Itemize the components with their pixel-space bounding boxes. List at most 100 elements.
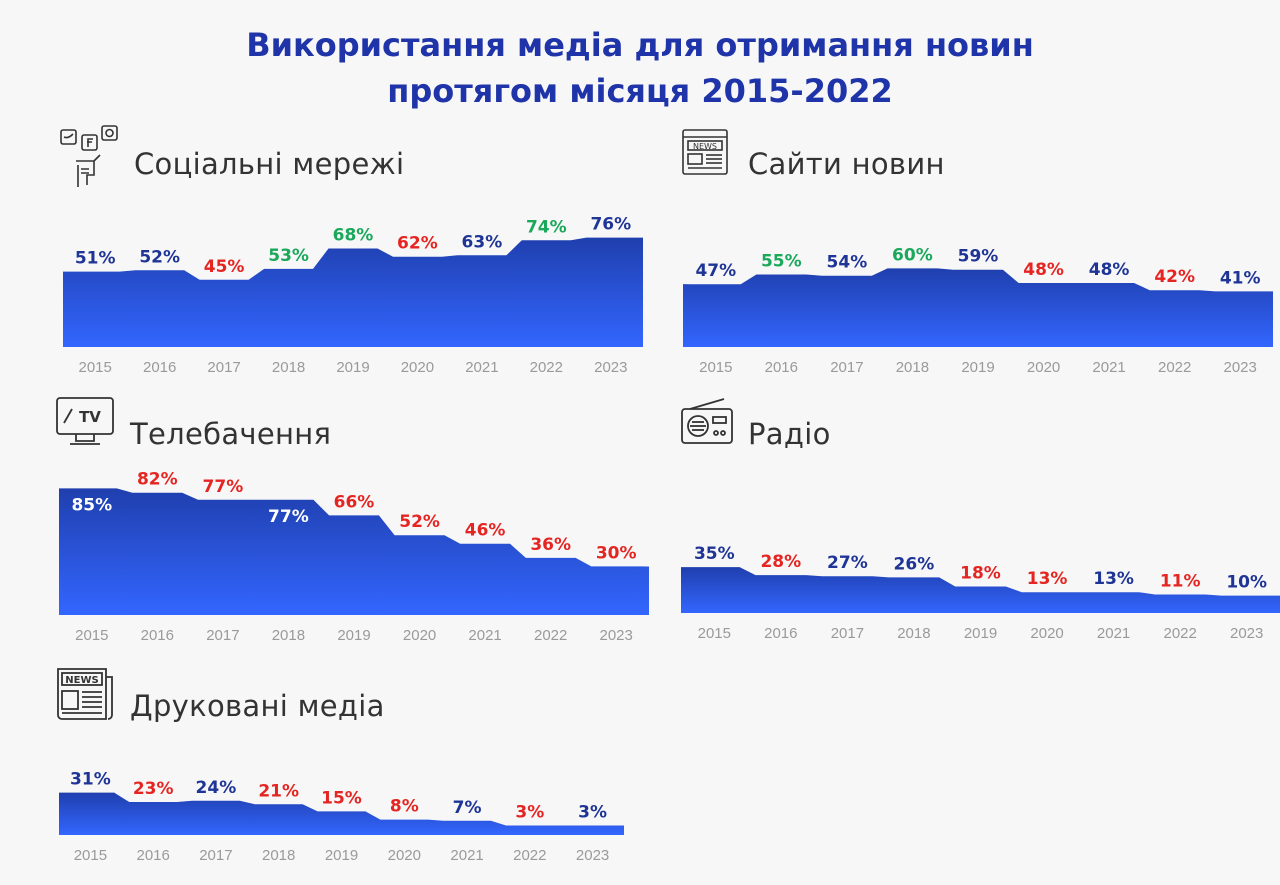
x-tick-label: 2015 [74,847,107,864]
data-label: 10% [1226,573,1267,593]
data-label: 45% [204,257,245,277]
data-label: 77% [268,507,309,527]
data-label: 52% [399,512,440,532]
x-tick-label: 2015 [699,359,732,376]
data-label: 21% [258,781,299,801]
x-tick-label: 2021 [450,847,483,864]
x-tick-label: 2018 [272,359,305,376]
x-tick-label: 2023 [1224,359,1257,376]
data-label: 55% [761,252,802,272]
social-media-icon [60,125,118,187]
x-tick-label: 2017 [199,847,232,864]
data-label: 59% [958,247,999,267]
tv-icon: TV [56,397,114,445]
panel-title: Соціальні мережі [134,147,405,181]
data-label: 47% [695,261,736,281]
data-label: 3% [515,803,544,823]
data-label: 85% [71,495,112,515]
data-label: 63% [462,232,503,252]
x-tick-label: 2019 [325,847,358,864]
data-label: 7% [453,798,482,818]
data-label: 24% [196,778,237,798]
data-label: 76% [590,215,631,235]
data-label: 54% [827,253,868,273]
data-label: 8% [390,797,419,817]
panel-title: Телебачення [130,417,332,451]
area-chart: 31% 23% 24% 21% 15% 8% 7% 3% 3% 2015 2016 2017 2018 2… [59,770,624,864]
data-label: 60% [892,245,933,265]
x-tick-label: 2023 [1230,625,1263,642]
x-tick-label: 2021 [1097,625,1130,642]
x-tick-label: 2021 [468,627,501,644]
x-tick-label: 2020 [1027,359,1060,376]
data-label: 13% [1093,569,1134,589]
x-tick-label: 2018 [262,847,295,864]
news-website-icon: NEWS [682,129,728,175]
data-label: 42% [1154,267,1195,287]
x-tick-label: 2019 [337,627,370,644]
x-tick-label: 2015 [698,625,731,642]
x-tick-label: 2020 [403,627,436,644]
panel-print-media: NEWS Друковані медіа 31% 23% 24% 21% 15% 8% 7%… [54,663,664,885]
data-label: 35% [694,544,735,564]
x-tick-label: 2022 [513,847,546,864]
x-tick-label: 2018 [272,627,305,644]
radio-icon [681,398,733,444]
data-label: 27% [827,553,868,573]
x-tick-label: 2016 [137,847,170,864]
x-tick-label: 2016 [143,359,176,376]
panel-social-media: Соціальні мережі 51% 52% 45% 53% 68% 62% 63% 74… [58,125,658,385]
area-chart: 51% 52% 45% 53% 68% 62% 63% 74% 76% 2015 2016 2017 2… [63,215,643,376]
page-title: Використання медіа для отримання новин п… [0,22,1280,114]
x-tick-label: 2023 [576,847,609,864]
x-tick-label: 2017 [206,627,239,644]
panel-radio: Радіо 35% 28% 27% 26% 18% 13% 13% 11% 10% 2015 201… [680,395,1280,655]
x-tick-label: 2020 [1030,625,1063,642]
area-series [59,488,649,615]
data-label: 28% [760,552,801,572]
x-tick-label: 2016 [141,627,174,644]
area-series [683,268,1273,347]
data-label: 11% [1160,572,1201,592]
x-tick-label: 2021 [1092,359,1125,376]
data-label: 26% [894,554,935,574]
data-label: 46% [465,521,506,541]
data-label: 18% [960,564,1001,584]
x-tick-label: 2020 [401,359,434,376]
data-label: 62% [397,234,438,254]
data-label: 52% [139,247,180,267]
svg-text:NEWS: NEWS [65,675,98,686]
area-chart: 47% 55% 54% 60% 59% 48% 48% 42% 41% 2015 2016 2017 2… [683,245,1273,376]
x-tick-label: 2019 [961,359,994,376]
x-tick-label: 2021 [465,359,498,376]
data-label: 13% [1027,569,1068,589]
area-series [63,237,643,347]
data-label: 53% [268,246,309,266]
data-label: 48% [1089,260,1130,280]
data-label: 77% [203,477,244,497]
svg-text:NEWS: NEWS [693,142,717,151]
data-label: 48% [1023,260,1064,280]
x-tick-label: 2018 [896,359,929,376]
data-label: 82% [137,470,178,490]
data-label: 36% [530,535,571,555]
data-label: 31% [70,770,111,790]
x-tick-label: 2016 [764,625,797,642]
data-label: 23% [133,779,174,799]
data-label: 51% [75,249,116,269]
area-series [681,567,1280,613]
panel-title: Сайти новин [748,147,945,181]
x-tick-label: 2017 [830,359,863,376]
panel-news-sites: NEWS Сайти новин 47% 55% 54% 60% 59% 48% 48% 42… [680,125,1280,385]
x-tick-label: 2023 [594,359,627,376]
panel-tv: TV Телебачення 85% 82% 77% 77% 66% 52% 46% 36% 3… [54,395,664,655]
panel-title: Радіо [748,417,831,451]
x-tick-label: 2022 [530,359,563,376]
data-label: 15% [321,788,362,808]
area-series [59,792,624,835]
data-label: 74% [526,217,567,237]
svg-text:TV: TV [79,408,101,426]
x-tick-label: 2022 [534,627,567,644]
title-line-1: Використання медіа для отримання новин [246,26,1034,64]
x-tick-label: 2020 [388,847,421,864]
